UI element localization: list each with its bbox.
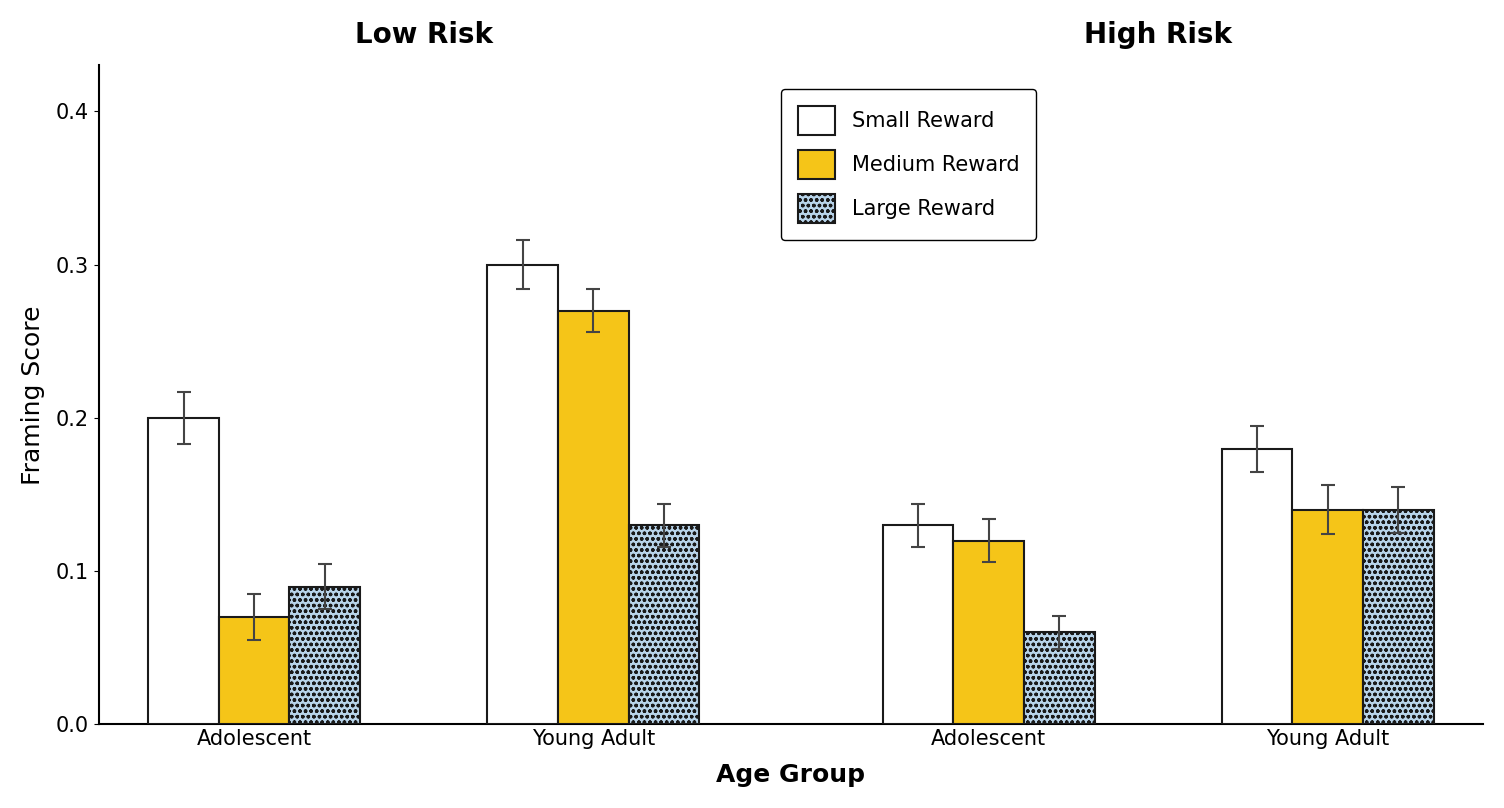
Text: High Risk: High Risk [1084,21,1232,48]
Bar [883,525,954,725]
X-axis label: Age Group: Age Group [716,764,865,787]
Bar [1292,510,1363,725]
Bar [487,265,558,725]
Bar [220,617,289,725]
Bar [149,418,220,725]
Bar [1363,510,1433,725]
Bar [954,541,1024,725]
Legend: Small Reward, Medium Reward, Large Reward: Small Reward, Medium Reward, Large Rewar… [781,89,1036,240]
Bar [629,525,699,725]
Bar [1221,448,1292,725]
Bar [558,311,629,725]
Text: Low Risk: Low Risk [355,21,493,48]
Bar [1024,633,1095,725]
Y-axis label: Framing Score: Framing Score [21,305,45,485]
Bar [289,587,359,725]
